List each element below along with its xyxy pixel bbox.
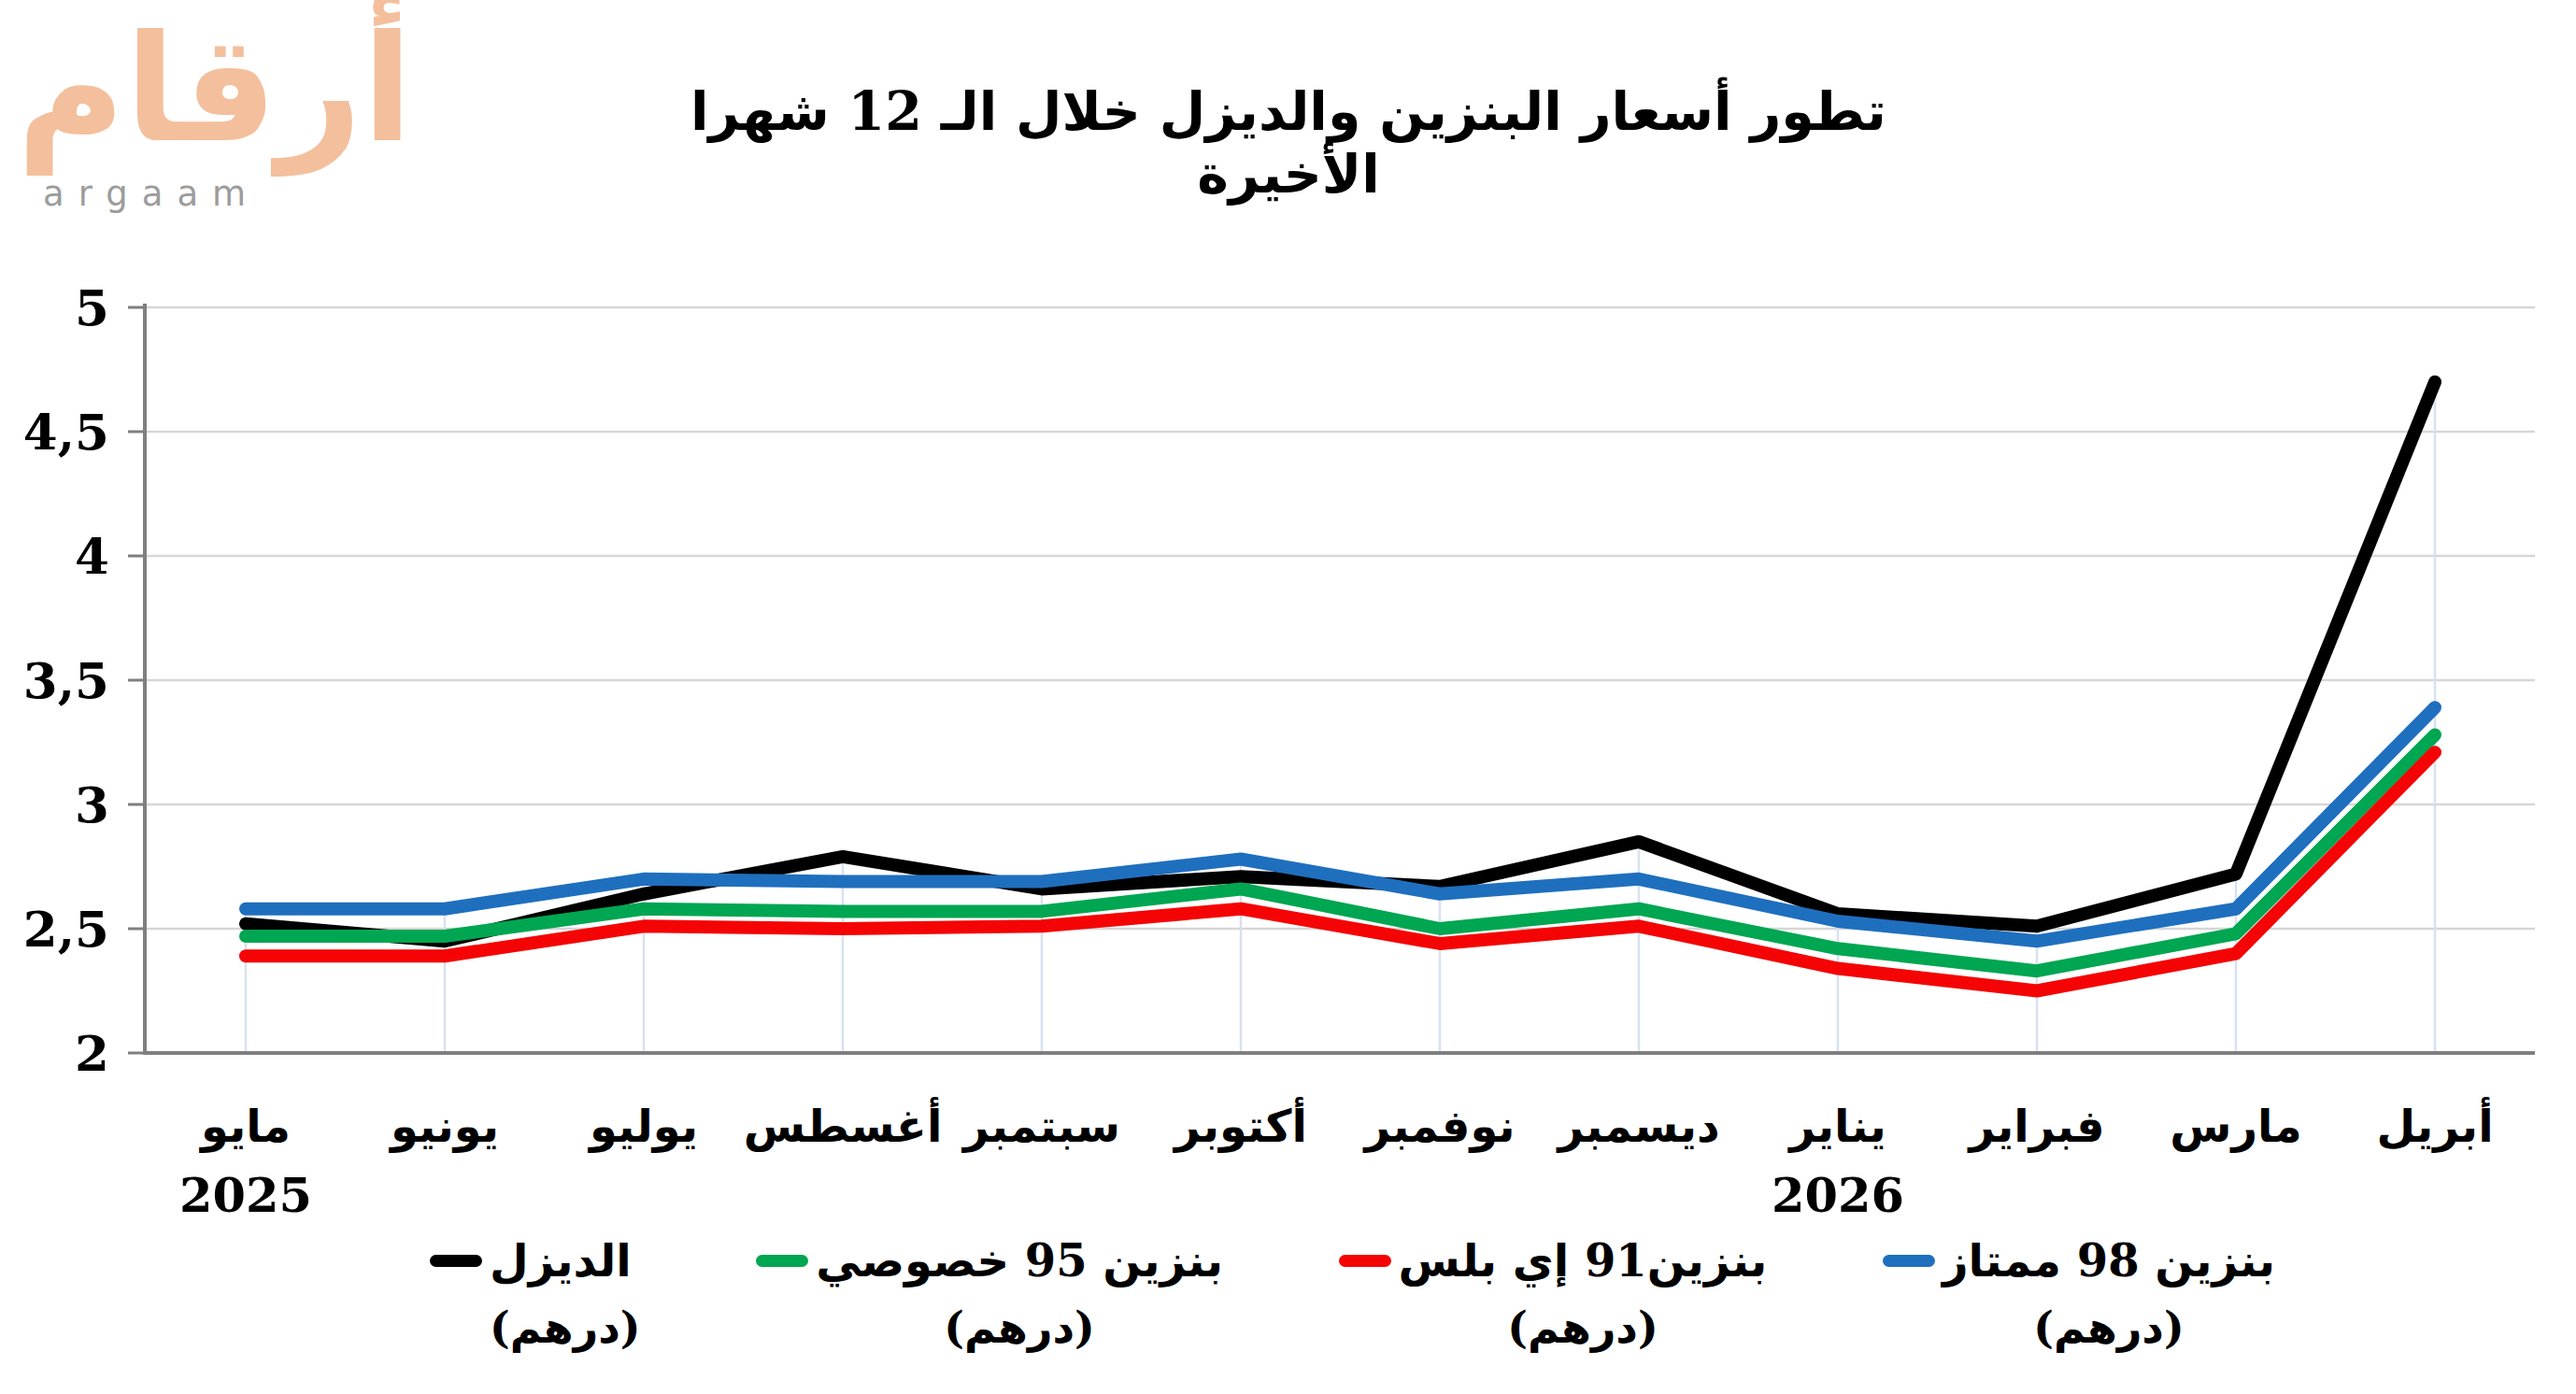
- legend-swatch-benzine-98-premium: [1883, 1255, 1935, 1267]
- legend-row: بنزين 95 خصوصي: [756, 1231, 1223, 1289]
- legend-row: بنزين91 إي بلس: [1339, 1231, 1768, 1289]
- legend-item-benzine-95-special: بنزين 95 خصوصي (درهم): [756, 1231, 1223, 1353]
- legend-item-diesel: الديزل (درهم): [430, 1231, 641, 1353]
- legend-label: بنزين91 إي بلس: [1399, 1231, 1768, 1289]
- legend-label: الديزل: [490, 1231, 632, 1289]
- legend-unit: (درهم): [1943, 1302, 2275, 1353]
- legend-label: بنزين 98 ممتاز: [1943, 1231, 2275, 1289]
- fuel-price-chart-page: أرقام argaam تطور أسعار البنزين والديزل …: [0, 0, 2576, 1394]
- x-axis-label-month: يونيو: [389, 1100, 499, 1153]
- x-axis-label-month: ديسمبر: [1556, 1100, 1719, 1153]
- x-axis-label-year: 2025: [179, 1167, 312, 1223]
- price-line-chart: 2 2,5 3 3,5 4 4,5 5 مايو يونيو يوليو أغسطس سبتمبر أك…: [0, 0, 2576, 1394]
- y-axis-label: 2,5: [23, 900, 109, 958]
- legend-unit: (درهم): [490, 1302, 641, 1353]
- legend-row: بنزين 98 ممتاز: [1883, 1231, 2275, 1289]
- legend-swatch-benzine-95-special: [756, 1255, 808, 1267]
- legend-label: بنزين 95 خصوصي: [816, 1231, 1223, 1289]
- legend-item-benzine-98-premium: بنزين 98 ممتاز (درهم): [1883, 1231, 2275, 1353]
- x-axis-label-month: سبتمبر: [961, 1100, 1120, 1153]
- chart-legend: الديزل(درهم)بنزين 95 خصوصي(درهم)بنزين91 …: [430, 1231, 2275, 1353]
- legend-swatch-diesel: [430, 1255, 482, 1267]
- x-axis-label-month: نوفمبر: [1362, 1100, 1515, 1153]
- legend-swatch-benzine-91-eplus: [1339, 1255, 1391, 1267]
- x-axis-label-month: أبريل: [2376, 1097, 2493, 1153]
- x-axis-label-month: أكتوبر: [1173, 1097, 1307, 1153]
- series-line-diesel: [246, 382, 2435, 942]
- y-axis-label: 5: [75, 278, 109, 336]
- x-axis-label-month: مايو: [199, 1100, 291, 1153]
- x-axis-label-month: يوليو: [588, 1100, 698, 1153]
- x-axis-label-month: مارس: [2170, 1100, 2302, 1153]
- legend-row: الديزل: [430, 1231, 641, 1289]
- legend-unit: (درهم): [816, 1302, 1223, 1353]
- x-axis-label-month: يناير: [1787, 1100, 1886, 1153]
- y-axis-label: 4: [75, 527, 109, 585]
- y-axis-label: 3,5: [23, 651, 109, 709]
- y-axis-label: 2: [75, 1024, 109, 1082]
- legend-unit: (درهم): [1399, 1302, 1768, 1353]
- legend-item-benzine-91-eplus: بنزين91 إي بلس (درهم): [1339, 1231, 1768, 1353]
- x-axis-label-month: فبراير: [1967, 1100, 2104, 1153]
- x-axis-label-year: 2026: [1772, 1167, 1904, 1223]
- y-axis-label: 3: [75, 775, 109, 833]
- y-axis-label: 4,5: [23, 403, 109, 461]
- x-axis-label-month: أغسطس: [744, 1097, 943, 1152]
